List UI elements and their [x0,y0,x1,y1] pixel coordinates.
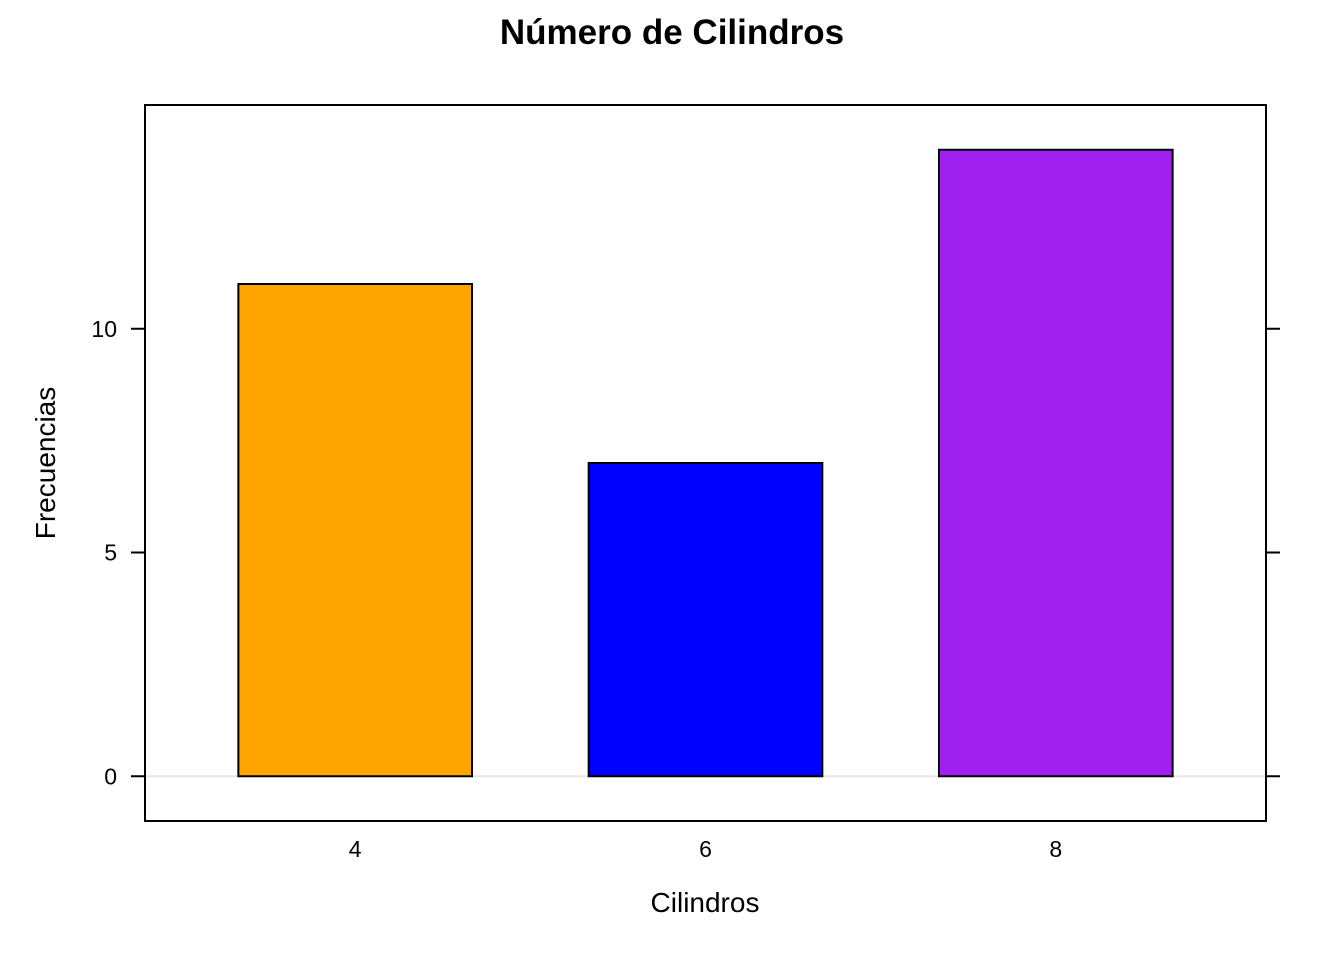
y-ticks-group: 0 5 10 [91,316,1280,789]
x-tick-label-4: 4 [349,836,362,862]
bar-4 [237,283,474,778]
bar-8 [937,148,1174,778]
x-tick-label-8: 8 [1049,836,1062,862]
chart-title: Número de Cilindros [500,13,844,52]
y-tick-label-10: 10 [91,316,117,342]
x-ticks-group: 4 6 8 [349,836,1062,862]
plot-frame [144,104,1267,822]
y-axis-label: Frecuencias [30,387,61,540]
y-tick-label-5: 5 [104,540,117,566]
x-tick-label-6: 6 [699,836,712,862]
bars-group [237,148,1174,778]
bar-6 [587,462,824,778]
y-tick-label-0: 0 [104,763,117,789]
x-axis-label: Cilindros [651,887,760,918]
